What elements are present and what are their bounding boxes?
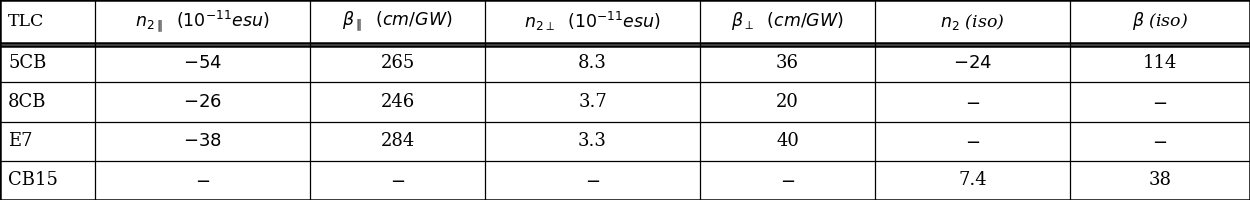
Text: $n_{2\parallel}$  $(10^{-11}esu)$: $n_{2\parallel}$ $(10^{-11}esu)$ xyxy=(135,9,270,34)
Text: 8CB: 8CB xyxy=(8,93,46,111)
Text: TLC: TLC xyxy=(8,13,45,30)
Text: $-$: $-$ xyxy=(585,171,600,189)
Text: 3.7: 3.7 xyxy=(578,93,608,111)
Text: $-$: $-$ xyxy=(1152,93,1168,111)
Text: 246: 246 xyxy=(380,93,415,111)
Text: 8.3: 8.3 xyxy=(578,54,608,72)
Text: $-$: $-$ xyxy=(780,171,795,189)
Text: E7: E7 xyxy=(8,132,32,150)
Text: 20: 20 xyxy=(776,93,799,111)
Text: CB15: CB15 xyxy=(8,171,58,189)
Text: 114: 114 xyxy=(1142,54,1178,72)
Text: $-24$: $-24$ xyxy=(952,54,992,72)
Text: $-$: $-$ xyxy=(390,171,405,189)
Text: $-$: $-$ xyxy=(1152,132,1168,150)
Text: 7.4: 7.4 xyxy=(959,171,986,189)
Text: $\beta_{\perp}$  $(cm/GW)$: $\beta_{\perp}$ $(cm/GW)$ xyxy=(731,10,844,32)
Text: 5CB: 5CB xyxy=(8,54,46,72)
Text: $n_{2\perp}$  $(10^{-11}esu)$: $n_{2\perp}$ $(10^{-11}esu)$ xyxy=(524,10,661,33)
Text: $-38$: $-38$ xyxy=(184,132,221,150)
Text: $-$: $-$ xyxy=(195,171,210,189)
Text: $-26$: $-26$ xyxy=(182,93,222,111)
Text: 40: 40 xyxy=(776,132,799,150)
Text: 284: 284 xyxy=(380,132,415,150)
Text: 38: 38 xyxy=(1149,171,1171,189)
Text: $-$: $-$ xyxy=(965,93,980,111)
Text: 265: 265 xyxy=(380,54,415,72)
Text: $n_2$ (iso): $n_2$ (iso) xyxy=(940,11,1005,31)
Text: $-54$: $-54$ xyxy=(182,54,222,72)
Text: $\beta$ (iso): $\beta$ (iso) xyxy=(1131,10,1189,32)
Text: $-$: $-$ xyxy=(965,132,980,150)
Text: 3.3: 3.3 xyxy=(578,132,608,150)
Text: 36: 36 xyxy=(776,54,799,72)
Text: $\beta_{\parallel}$  $(cm/GW)$: $\beta_{\parallel}$ $(cm/GW)$ xyxy=(342,10,452,33)
